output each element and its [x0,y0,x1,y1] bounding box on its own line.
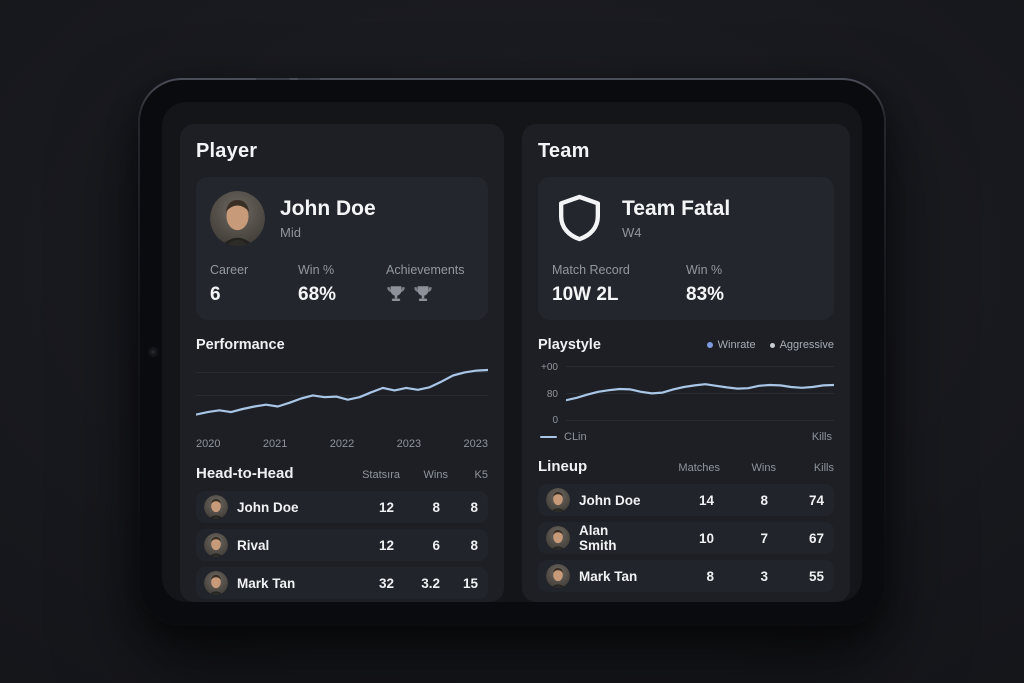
aggressive-dot-icon [769,342,775,348]
table-row[interactable]: Mark Tan 32 3.2 15 [196,567,488,599]
playstyle-chart: +00 80 0 [538,361,834,426]
team-subtitle: W4 [622,225,642,240]
performance-x-axis: 2020 2021 2022 2023 2023 [196,438,488,450]
table-row[interactable]: John Doe 12 8 8 [196,491,488,523]
table-row[interactable]: Mark Tan 8 3 55 [538,560,834,592]
player-panel: Player John Doe Mid [180,124,504,602]
tablet-device: Player John Doe Mid [138,78,886,626]
head-to-head-header: Head-to-Head Statsıra Wins K5 [196,465,488,482]
table-row[interactable]: Rival 12 6 8 [196,529,488,561]
row-avatar [204,571,228,595]
volume-button [256,78,290,81]
row-avatar [204,495,228,519]
stat-match-record: Match Record 10W 2L [552,263,630,305]
player-role: Mid [280,225,301,240]
performance-chart [196,361,488,431]
team-panel: Team Team Fatal W4 Match Record 10W 2 [522,124,850,602]
power-button [298,78,320,81]
team-panel-title: Team [538,140,590,162]
trophy-icon [413,284,433,303]
player-panel-title: Player [196,140,258,162]
player-avatar [210,191,265,246]
front-camera [149,348,157,356]
team-name: Team Fatal [622,197,731,220]
lineup-title: Lineup [538,458,588,475]
trophy-icon [386,284,406,303]
legend-winrate[interactable]: Winrate [706,339,756,351]
stat-winrate: Win % 68% [298,263,337,305]
stat-career: Career 6 [210,263,249,305]
lineup-header: Lineup Matches Wins Kills [538,458,834,475]
head-to-head-title: Head-to-Head [196,465,294,482]
line-key-icon [540,436,557,438]
table-row[interactable]: John Doe 14 8 74 [538,484,834,516]
playstyle-legend: Winrate Aggressive [706,339,834,351]
playstyle-chart-footer: CLin Kills [538,431,834,443]
player-profile-card: John Doe Mid Career 6 Win % 68% [196,177,488,320]
winrate-dot-icon [706,342,713,348]
row-avatar [204,533,228,557]
playstyle-title: Playstyle [538,337,601,353]
row-avatar [546,564,570,588]
stat-team-winrate: Win % 83% [686,263,725,305]
stat-achievements: Achievements [386,263,474,306]
player-name: John Doe [280,197,376,220]
row-avatar [546,526,570,550]
row-avatar [546,488,570,512]
team-profile-card: Team Fatal W4 Match Record 10W 2L Win % … [538,177,834,320]
shield-icon [552,191,607,246]
table-row[interactable]: Alan Smith 10 7 67 [538,522,834,554]
legend-aggressive[interactable]: Aggressive [769,339,834,351]
playstyle-y-axis: +00 80 0 [541,362,558,426]
tablet-screen: Player John Doe Mid [162,102,862,602]
performance-title: Performance [196,337,285,353]
tablet-bezel: Player John Doe Mid [140,80,884,624]
